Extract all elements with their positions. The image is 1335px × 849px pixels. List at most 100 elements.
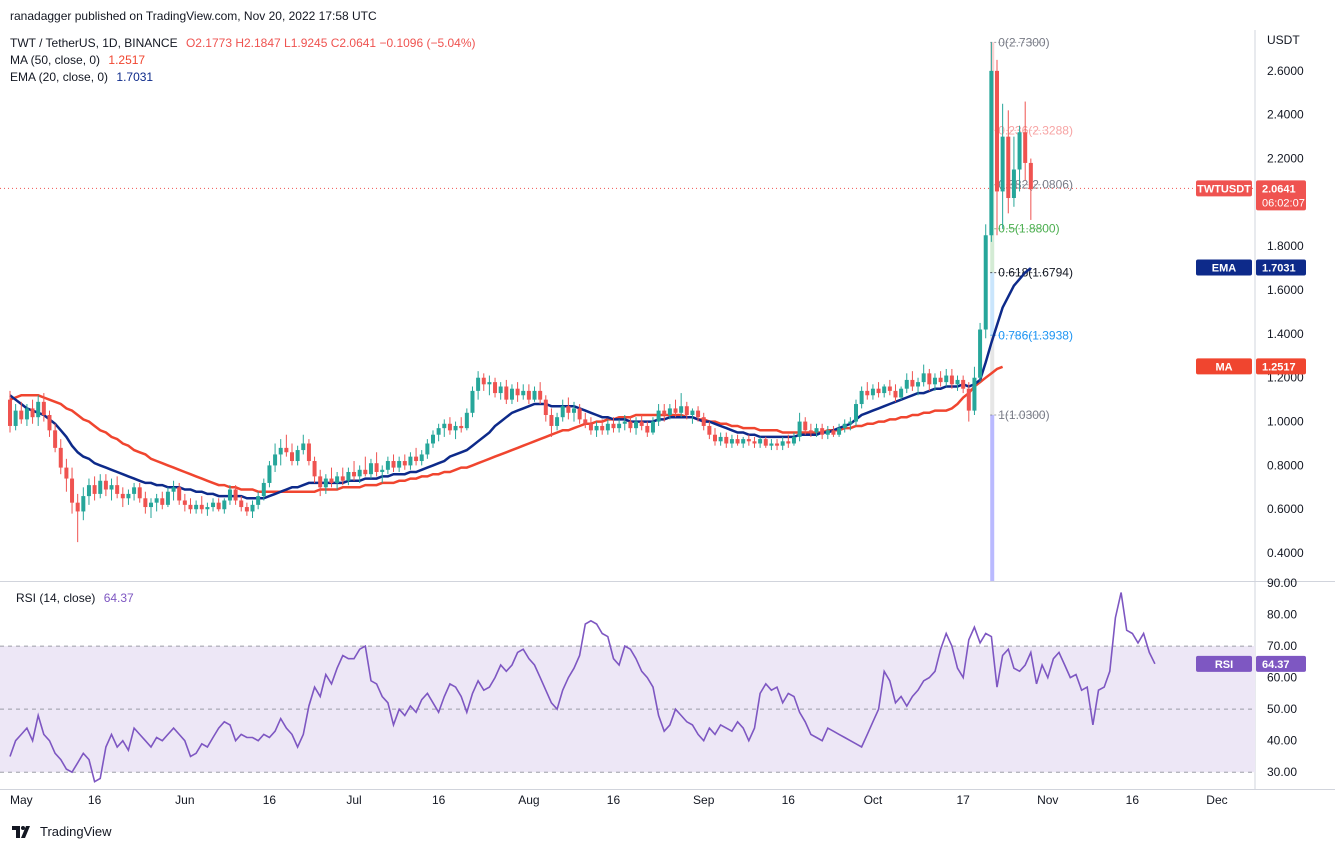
candle-body: [154, 498, 159, 503]
candle-body: [718, 436, 723, 442]
candle-body: [628, 421, 633, 429]
candle-body: [600, 425, 605, 431]
candle-body: [989, 70, 994, 236]
candle-body: [36, 401, 41, 418]
ma-tag-label: MA: [1215, 361, 1232, 373]
candle-body: [295, 450, 300, 462]
candle-body: [566, 406, 571, 413]
candle-body: [227, 489, 232, 501]
time-tick-label: Oct: [864, 793, 883, 807]
time-tick-label: 16: [263, 793, 277, 807]
candle-body: [526, 390, 531, 400]
candle-body: [41, 401, 46, 415]
candle-body: [746, 439, 751, 442]
price-tick-label: 0.6000: [1267, 502, 1304, 516]
candle-body: [453, 425, 458, 431]
rsi-legend: RSI (14, close) 64.37: [16, 591, 134, 605]
candle-body: [560, 406, 565, 418]
candle-body: [64, 467, 69, 479]
candle-body: [397, 461, 402, 468]
price-tag-value-bg: [1256, 180, 1306, 211]
candle-body: [137, 487, 142, 499]
candle-body: [323, 478, 328, 488]
candle-body: [611, 423, 616, 429]
candle-body: [831, 430, 836, 435]
price-tick-label: 2.2000: [1267, 152, 1304, 166]
candle-body: [966, 388, 971, 411]
candle-body: [938, 377, 943, 383]
candle-body: [1028, 162, 1033, 190]
published-caption: ranadagger published on TradingView.com,…: [10, 9, 377, 23]
candle-body: [470, 390, 475, 413]
candle-body: [667, 408, 672, 415]
ma-label: MA (50, close, 0): [10, 53, 101, 67]
candle-body: [126, 493, 131, 499]
candle-body: [752, 441, 757, 444]
candle-body: [662, 410, 667, 415]
symbol-label: TWT / TetherUS, 1D, BINANCE: [10, 36, 178, 50]
candle-body: [53, 430, 58, 448]
candle-body: [194, 504, 199, 510]
price-tick-label: 1.6000: [1267, 283, 1304, 297]
price-tick-label: 1.0000: [1267, 415, 1304, 429]
candle-body: [882, 386, 887, 394]
candle-body: [820, 428, 825, 435]
candle-body: [19, 410, 24, 420]
footer: TradingView: [12, 824, 112, 839]
currency-label: USDT: [1267, 33, 1300, 47]
time-tick-label: 16: [432, 793, 446, 807]
candle-body: [949, 375, 954, 385]
candle-body: [617, 423, 622, 429]
price-tick-label: 1.8000: [1267, 239, 1304, 253]
candle-body: [301, 443, 306, 451]
price-tick-label: 2.4000: [1267, 108, 1304, 122]
rsi-tick-label: 70.00: [1267, 639, 1297, 653]
candle-body: [775, 443, 780, 446]
fib-extension-bar: [990, 414, 995, 581]
candle-body: [1011, 169, 1016, 199]
candle-body: [109, 485, 114, 490]
candle-body: [447, 423, 452, 431]
candle-body: [368, 463, 373, 475]
ma-value: 1.2517: [108, 53, 146, 67]
rsi-tag-value: 64.37: [1262, 659, 1290, 671]
candle-body: [870, 388, 875, 396]
candle-body: [75, 502, 80, 512]
candle-body: [431, 434, 435, 444]
rsi-label: RSI (14, close): [16, 591, 96, 605]
candle-body: [290, 452, 294, 462]
candle-body: [58, 447, 63, 468]
candle-body: [306, 443, 311, 462]
candle-body: [357, 469, 362, 477]
candle-body: [780, 441, 785, 446]
fib-level-label: 1(1.0300): [998, 408, 1049, 422]
candle-body: [532, 390, 537, 400]
axis-tags: TWTUSDT 2.0641 06:02:07 EMA 1.7031 MA 1.2517 RS…: [1196, 180, 1306, 672]
candle-body: [690, 410, 695, 415]
candle-body: [887, 386, 892, 391]
candle-body: [538, 390, 543, 400]
time-tick-label: Jun: [175, 793, 194, 807]
candle-body: [645, 425, 650, 433]
candle-body: [385, 461, 390, 470]
ohlc-values: O2.1773 H2.1847 L1.9245 C2.0641 −0.1096 …: [185, 36, 476, 50]
ema-legend: EMA (20, close, 0) 1.7031: [10, 70, 153, 84]
candle-body: [284, 447, 289, 453]
ma-tag-value: 1.2517: [1262, 361, 1296, 373]
candle-body: [425, 443, 430, 455]
candle-body: [171, 487, 176, 492]
candle-body: [498, 386, 503, 394]
candle-body: [278, 447, 283, 455]
candle-body: [509, 388, 514, 400]
candle-body: [8, 399, 12, 426]
candle-body: [414, 456, 419, 462]
candle-body: [464, 412, 469, 429]
candle-body: [763, 439, 768, 446]
ma-tag-label-bg: [1196, 358, 1252, 375]
price-tag-value: 2.0641: [1262, 183, 1296, 195]
candle-body: [493, 382, 498, 394]
candle-body: [103, 480, 108, 490]
price-tag: TWTUSDT 2.0641 06:02:07: [1196, 180, 1306, 211]
candle-body: [233, 489, 238, 501]
